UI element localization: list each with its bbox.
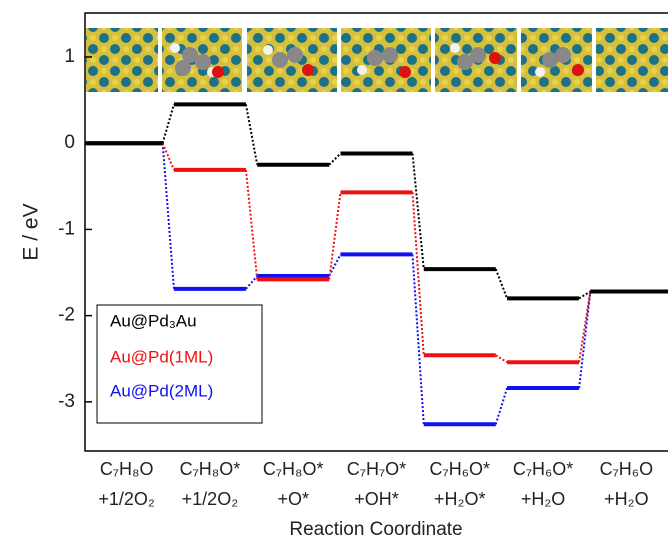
x-tick-label: C₇H₇O* +OH* — [347, 459, 406, 509]
connector — [328, 253, 342, 277]
connector — [245, 275, 258, 290]
surface-insets — [86, 28, 668, 92]
legend-label: Au@Pd(2ML) — [110, 381, 213, 400]
x-tick-label: C₇H₈O* +1/2O₂ — [180, 459, 241, 509]
connector — [244, 169, 259, 280]
y-tick-label: 1 — [64, 46, 75, 67]
legend-label: Au@Pd(1ML) — [110, 347, 213, 366]
y-tick-label: -2 — [58, 305, 75, 326]
connector — [244, 104, 259, 165]
connector — [578, 291, 592, 363]
connector — [494, 387, 509, 425]
x-tick-label: C₇H₆O* +H₂O — [513, 459, 573, 509]
y-tick-label: -3 — [58, 391, 75, 412]
x-tick-label: C₇H₆O +H₂O — [600, 459, 653, 509]
connector — [161, 104, 175, 144]
connector — [578, 291, 592, 389]
legend-label: Au@Pd₃Au — [110, 311, 197, 330]
plot-frame — [84, 12, 668, 452]
connector — [411, 254, 425, 425]
x-axis-label: Reaction Coordinate — [289, 519, 462, 540]
connector — [494, 268, 509, 299]
connector — [328, 192, 342, 280]
y-tick-label: 0 — [64, 132, 75, 153]
connector — [328, 152, 342, 166]
connector — [411, 192, 425, 356]
y-tick-label: -1 — [58, 218, 75, 239]
x-tick-label: C₇H₆O* +H₂O* — [430, 459, 490, 509]
connector — [495, 354, 508, 364]
legend-box — [96, 304, 263, 424]
connector — [161, 143, 175, 289]
y-axis-label: E / eV — [20, 203, 43, 260]
x-tick-label: C₇H₈O* +O* — [263, 459, 324, 509]
connector — [161, 142, 175, 171]
x-tick-label: C₇H₈O +1/2O₂ — [98, 459, 155, 509]
connector — [411, 153, 425, 270]
